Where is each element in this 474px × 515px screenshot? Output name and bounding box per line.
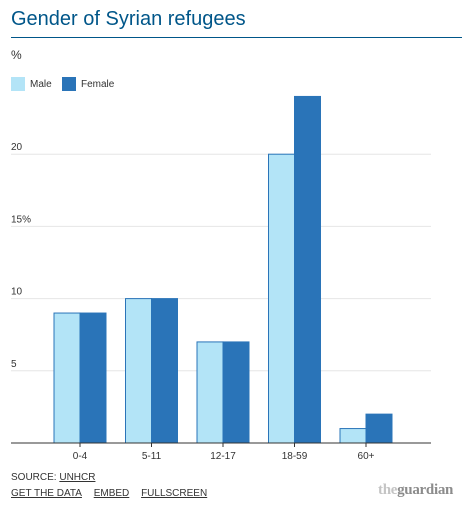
legend-item-male: Male <box>11 77 52 91</box>
y-tick-label: 15% <box>11 214 31 225</box>
logo-guardian: guardian <box>397 482 454 498</box>
bar-female-0-4 <box>79 312 107 444</box>
bar-male-0-4 <box>53 312 81 444</box>
footer-links: GET THE DATA EMBED FULLSCREEN <box>11 488 216 499</box>
legend-swatch-male <box>11 77 25 91</box>
bar-chart: 5 10 15% 20 0-4 5-11 12-17 18-59 60+ <box>11 95 431 462</box>
unit-label: % <box>11 48 22 62</box>
bar-male-5-11 <box>125 298 152 444</box>
y-tick-label: 20 <box>11 142 23 153</box>
legend-label-female: Female <box>81 78 115 90</box>
y-tick-label: 5 <box>11 359 17 370</box>
y-tick-label: 10 <box>11 287 23 298</box>
bar-female-18-59 <box>294 95 321 444</box>
chart-footer: SOURCE: UNHCR GET THE DATA EMBED FULLSCR… <box>11 472 216 499</box>
legend-label-male: Male <box>30 78 52 90</box>
bar-female-12-17 <box>222 341 250 444</box>
guardian-logo[interactable]: theguardian <box>378 482 453 499</box>
chart-title: Gender of Syrian refugees <box>11 8 246 30</box>
title-divider <box>11 37 462 38</box>
legend-item-female: Female <box>62 77 114 91</box>
fullscreen-link[interactable]: FULLSCREEN <box>141 488 208 499</box>
embed-link[interactable]: EMBED <box>93 488 130 499</box>
source-link[interactable]: UNHCR <box>59 472 96 483</box>
bar-female-5-11 <box>151 298 178 444</box>
bar-male-12-17 <box>196 341 224 444</box>
legend-swatch-female <box>62 77 76 91</box>
bar-male-18-59 <box>268 153 295 444</box>
source-line: SOURCE: UNHCR <box>11 472 216 483</box>
x-tick-label: 5-11 <box>142 451 162 462</box>
bar-male-60+ <box>339 428 367 444</box>
x-tick-label: 18-59 <box>282 451 308 462</box>
x-tick-label: 12-17 <box>210 451 236 462</box>
bar-female-60+ <box>365 413 393 444</box>
logo-the: the <box>378 482 398 498</box>
source-prefix: SOURCE: <box>11 472 57 483</box>
get-the-data-link[interactable]: GET THE DATA <box>11 488 82 499</box>
x-tick-label: 60+ <box>358 451 375 462</box>
x-tick-label: 0-4 <box>73 451 88 462</box>
